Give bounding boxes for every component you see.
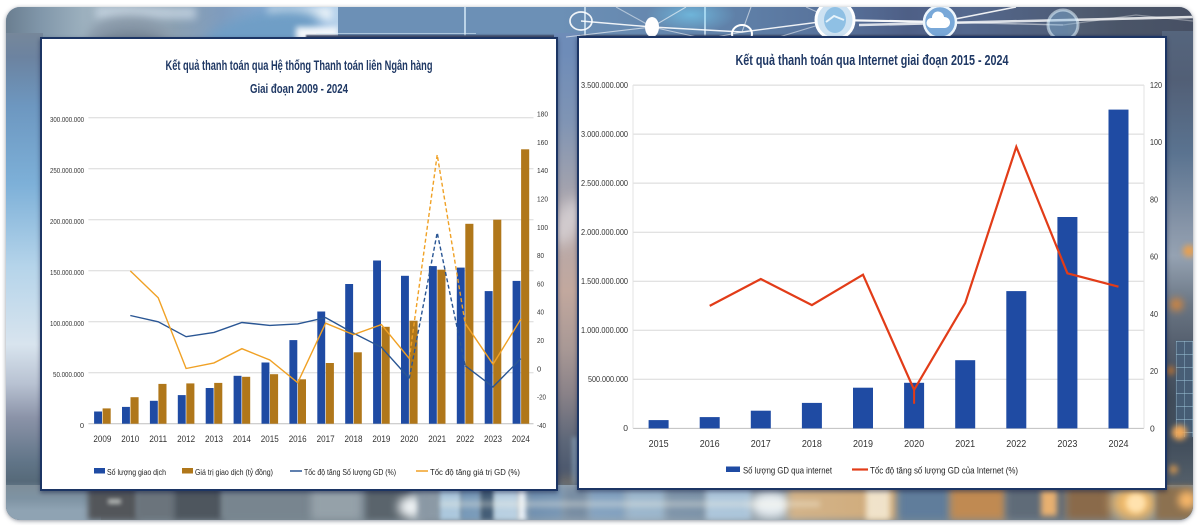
- svg-text:2018: 2018: [345, 434, 363, 444]
- svg-text:200.000.000: 200.000.000: [50, 217, 84, 226]
- svg-text:300.000.000: 300.000.000: [50, 115, 84, 124]
- svg-text:2014: 2014: [233, 434, 251, 444]
- svg-text:2024: 2024: [512, 434, 530, 444]
- svg-text:0: 0: [623, 423, 628, 433]
- svg-text:2.000.000.000: 2.000.000.000: [581, 227, 628, 237]
- svg-text:Số lượng giao dịch: Số lượng giao dịch: [107, 467, 166, 477]
- svg-text:2023: 2023: [484, 434, 502, 444]
- svg-text:50.000.000: 50.000.000: [53, 370, 84, 379]
- svg-text:Tốc độ tăng giá trị GD (%): Tốc độ tăng giá trị GD (%): [430, 467, 520, 477]
- svg-text:40: 40: [1150, 309, 1158, 319]
- svg-text:2017: 2017: [751, 439, 771, 450]
- svg-text:Giai đoạn 2009 - 2024: Giai đoạn 2009 - 2024: [250, 81, 349, 96]
- svg-text:2022: 2022: [456, 434, 474, 444]
- svg-text:100: 100: [1150, 137, 1162, 147]
- svg-text:2016: 2016: [700, 439, 720, 450]
- svg-text:3.000.000.000: 3.000.000.000: [581, 129, 628, 139]
- svg-text:0: 0: [1150, 423, 1155, 433]
- svg-text:100: 100: [537, 223, 548, 232]
- svg-text:-20: -20: [537, 393, 546, 402]
- svg-text:2015: 2015: [649, 439, 669, 450]
- svg-text:Kết quả thanh toán qua Interne: Kết quả thanh toán qua Internet giai đoạ…: [736, 53, 1009, 69]
- svg-text:250.000.000: 250.000.000: [50, 166, 84, 175]
- svg-text:3.500.000.000: 3.500.000.000: [581, 80, 628, 90]
- svg-text:80: 80: [1150, 195, 1158, 205]
- svg-text:100.000.000: 100.000.000: [50, 319, 84, 328]
- svg-text:2024: 2024: [1109, 439, 1129, 450]
- svg-text:Tốc độ tăng Số lượng GD (%): Tốc độ tăng Số lượng GD (%): [304, 467, 396, 477]
- svg-text:2017: 2017: [317, 434, 335, 444]
- svg-text:2020: 2020: [904, 439, 924, 450]
- svg-text:2018: 2018: [802, 439, 822, 450]
- svg-text:1.500.000.000: 1.500.000.000: [581, 276, 628, 286]
- svg-text:20: 20: [1150, 366, 1158, 376]
- svg-text:2019: 2019: [372, 434, 390, 444]
- svg-text:2015: 2015: [261, 434, 279, 444]
- svg-text:60: 60: [537, 279, 544, 288]
- svg-text:2012: 2012: [177, 434, 195, 444]
- svg-text:2022: 2022: [1006, 439, 1026, 450]
- svg-text:120: 120: [1150, 80, 1162, 90]
- svg-text:0: 0: [537, 364, 541, 373]
- svg-text:80: 80: [537, 251, 544, 260]
- svg-text:160: 160: [537, 138, 548, 147]
- svg-text:180: 180: [537, 110, 548, 119]
- svg-text:2.500.000.000: 2.500.000.000: [581, 178, 628, 188]
- svg-text:Giá trị giao dịch (tỷ đồng): Giá trị giao dịch (tỷ đồng): [195, 467, 273, 477]
- svg-text:Số lượng GD qua internet: Số lượng GD qua internet: [743, 466, 832, 476]
- svg-text:2021: 2021: [955, 439, 975, 450]
- svg-text:1.000.000.000: 1.000.000.000: [581, 325, 628, 335]
- svg-text:500.000.000: 500.000.000: [588, 374, 628, 384]
- svg-text:2021: 2021: [428, 434, 446, 444]
- svg-text:2013: 2013: [205, 434, 223, 444]
- svg-text:0: 0: [80, 421, 84, 430]
- svg-text:2016: 2016: [289, 434, 307, 444]
- svg-text:Kết quả thanh toán qua Hệ thốn: Kết quả thanh toán qua Hệ thống Thanh to…: [166, 58, 433, 73]
- svg-text:2023: 2023: [1057, 439, 1077, 450]
- svg-text:2010: 2010: [121, 434, 139, 444]
- svg-text:40: 40: [537, 308, 544, 317]
- svg-text:140: 140: [537, 166, 548, 175]
- svg-text:2009: 2009: [93, 434, 111, 444]
- svg-text:-40: -40: [537, 421, 546, 430]
- svg-text:120: 120: [537, 195, 548, 204]
- svg-text:60: 60: [1150, 252, 1158, 262]
- svg-text:2011: 2011: [149, 434, 167, 444]
- svg-text:150.000.000: 150.000.000: [50, 268, 84, 277]
- svg-text:20: 20: [537, 336, 544, 345]
- svg-text:2019: 2019: [853, 439, 873, 450]
- svg-text:Tốc độ tăng số lượng GD của In: Tốc độ tăng số lượng GD của Internet (%): [870, 466, 1018, 476]
- svg-text:2020: 2020: [400, 434, 418, 444]
